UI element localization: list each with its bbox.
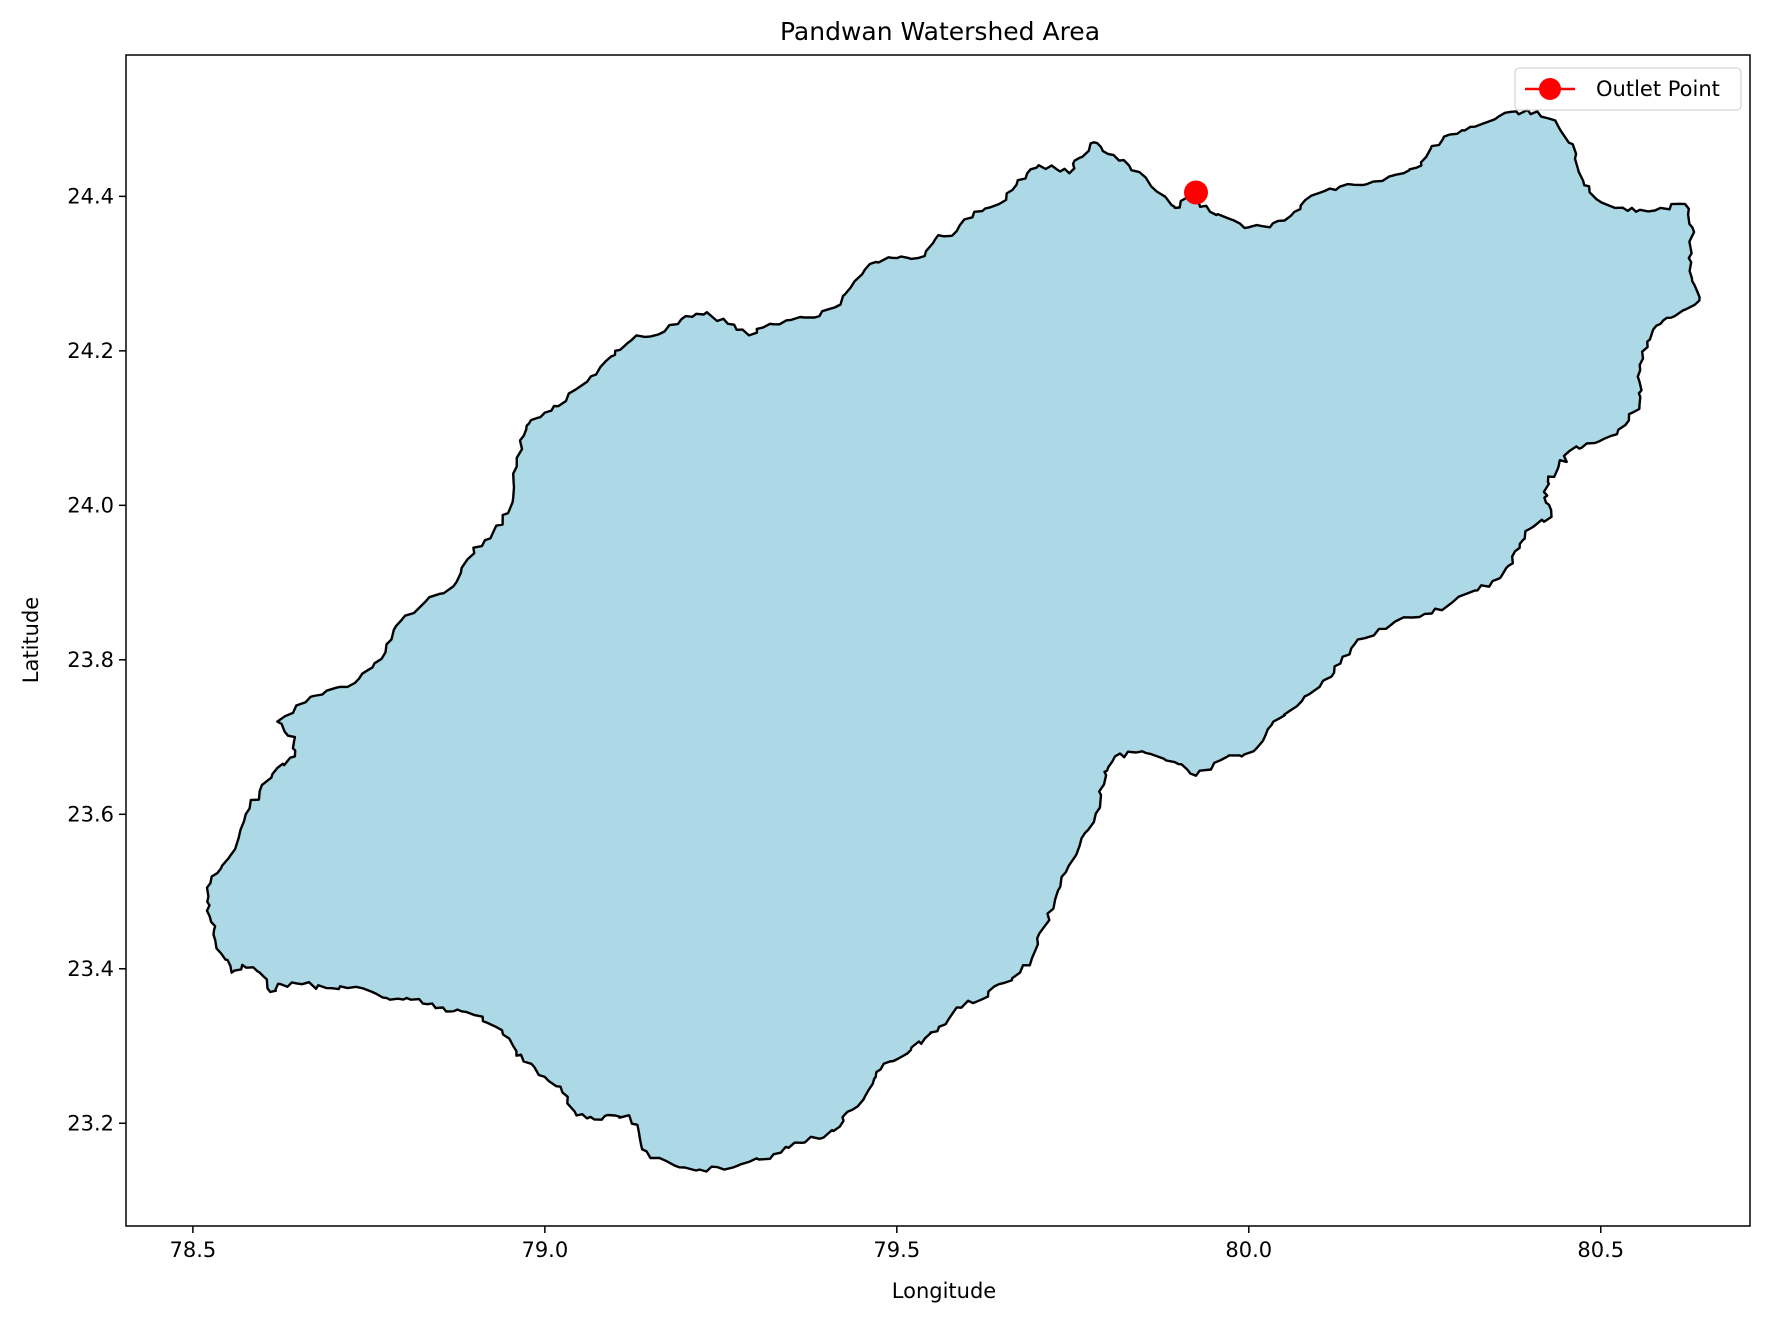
y-tick-label: 23.6 bbox=[67, 802, 114, 826]
x-tick-label: 78.5 bbox=[169, 1238, 216, 1262]
plot-area bbox=[125, 54, 1751, 1227]
legend-marker-icon bbox=[1539, 78, 1561, 100]
y-axis-ticks: 23.2 23.4 23.6 23.8 24.0 24.2 24.4 bbox=[67, 184, 126, 1135]
legend: Outlet Point bbox=[1514, 67, 1742, 111]
watershed-polygon bbox=[205, 108, 1701, 1173]
y-tick-label: 24.4 bbox=[67, 184, 114, 208]
x-tick-label: 80.0 bbox=[1225, 1238, 1272, 1262]
y-tick-label: 24.2 bbox=[67, 339, 114, 363]
x-tick-label: 79.0 bbox=[521, 1238, 568, 1262]
chart-title: Pandwan Watershed Area bbox=[780, 17, 1100, 46]
legend-box bbox=[1514, 67, 1742, 111]
y-tick-label: 23.2 bbox=[67, 1111, 114, 1135]
y-tick-label: 23.8 bbox=[67, 648, 114, 672]
y-tick-label: 24.0 bbox=[67, 493, 114, 517]
y-axis-label: Latitude bbox=[19, 597, 43, 683]
x-axis-label: Longitude bbox=[892, 1279, 996, 1303]
x-tick-label: 80.5 bbox=[1577, 1238, 1624, 1262]
legend-label-outlet-point: Outlet Point bbox=[1596, 77, 1720, 101]
outlet-point-marker bbox=[1183, 180, 1208, 205]
x-tick-label: 79.5 bbox=[873, 1238, 920, 1262]
x-axis-ticks: 78.5 79.0 79.5 80.0 80.5 bbox=[169, 1226, 1624, 1262]
y-tick-label: 23.4 bbox=[67, 957, 114, 981]
